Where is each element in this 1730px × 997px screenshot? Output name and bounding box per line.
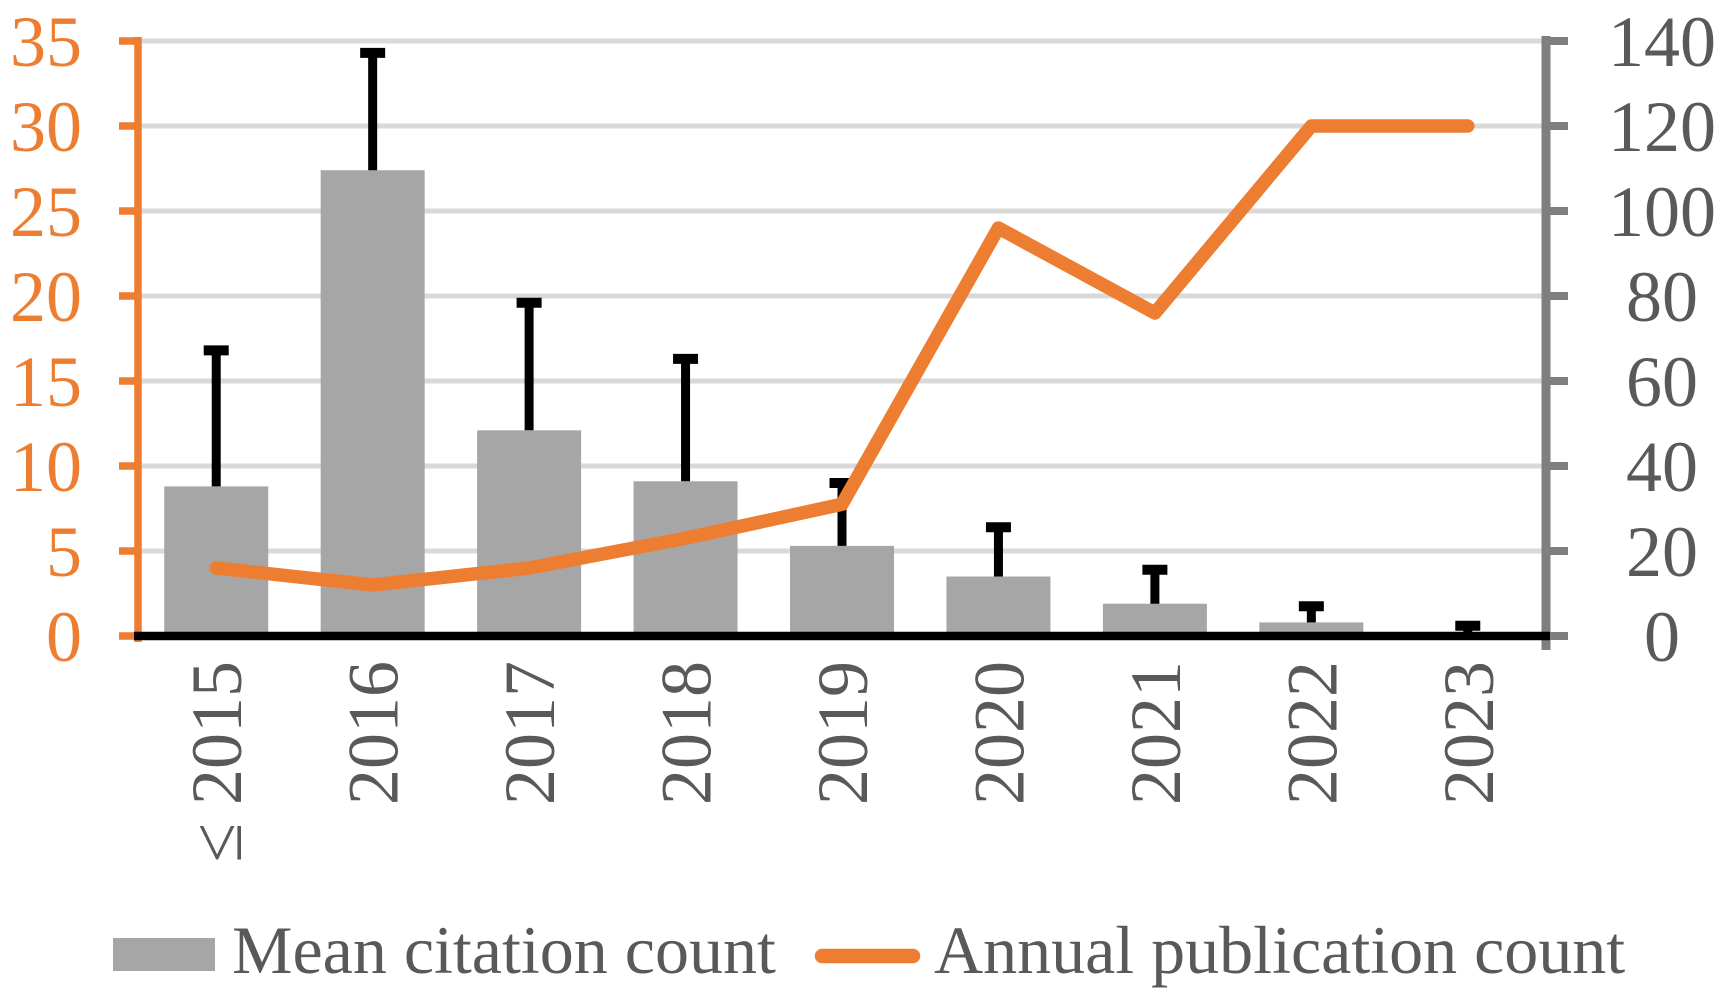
bar-2016 [320, 170, 425, 636]
right-tick-label-120: 120 [1608, 87, 1716, 167]
left-tick-label-10: 10 [10, 427, 82, 507]
left-tick-label-15: 15 [10, 342, 82, 422]
bar-2017 [477, 430, 582, 636]
bar-2018 [633, 481, 738, 636]
bar-≤ 2015 [164, 486, 269, 636]
right-tick-label-0: 0 [1644, 597, 1680, 677]
category-label-2016: 2016 [334, 661, 414, 805]
category-label-2023: 2023 [1429, 661, 1509, 805]
error-bar-2017 [516, 297, 542, 431]
x-axis-category-labels: ≤ 2015 2016 2017 2018 2019 2020 2021 2022 2023 [177, 661, 1509, 863]
publication-count-line [209, 119, 1475, 592]
category-label-2020: 2020 [959, 661, 1039, 805]
category-label-≤ 2015: ≤ 2015 [177, 661, 257, 863]
legend-swatch-mean-citation-count [113, 938, 215, 971]
left-tick-label-30: 30 [10, 87, 82, 167]
line-series-annual-publication-count [209, 119, 1475, 592]
error-bar-≤ 2015 [203, 345, 229, 487]
left-tick-label-25: 25 [10, 172, 82, 252]
legend: Mean citation count Annual publication co… [113, 912, 1625, 988]
right-tick-label-80: 80 [1626, 257, 1698, 337]
error-bar-2018 [673, 353, 699, 482]
error-bar-2016 [360, 47, 386, 171]
category-label-2022: 2022 [1272, 661, 1352, 805]
category-label-2019: 2019 [803, 661, 883, 805]
left-tick-label-35: 35 [10, 2, 82, 82]
bar-series-mean-citation-count [164, 170, 1520, 636]
error-bars [203, 47, 1481, 635]
bar-2019 [790, 545, 894, 636]
category-label-2017: 2017 [490, 661, 570, 805]
right-tick-label-20: 20 [1626, 512, 1698, 592]
bar-2021 [1102, 603, 1207, 636]
error-bar-2022 [1298, 601, 1324, 623]
right-tick-label-140: 140 [1608, 2, 1716, 82]
error-bar-2020 [985, 522, 1011, 577]
error-bar-2021 [1142, 564, 1168, 604]
left-tick-label-0: 0 [46, 597, 82, 677]
left-tick-label-5: 5 [46, 512, 82, 592]
axes [119, 36, 1568, 650]
right-tick-label-60: 60 [1626, 342, 1698, 422]
legend-label-annual-publication-count: Annual publication count [934, 912, 1625, 988]
right-tick-label-40: 40 [1626, 427, 1698, 507]
left-tick-label-20: 20 [10, 257, 82, 337]
bar-2020 [946, 576, 1051, 636]
right-tick-label-100: 100 [1608, 172, 1716, 252]
category-label-2021: 2021 [1116, 661, 1196, 805]
legend-label-mean-citation-count: Mean citation count [232, 912, 776, 988]
category-label-2018: 2018 [647, 661, 727, 805]
